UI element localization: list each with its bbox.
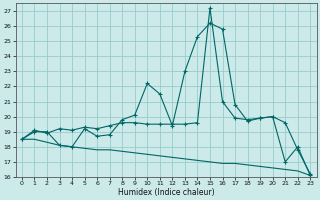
X-axis label: Humidex (Indice chaleur): Humidex (Indice chaleur) <box>118 188 214 197</box>
